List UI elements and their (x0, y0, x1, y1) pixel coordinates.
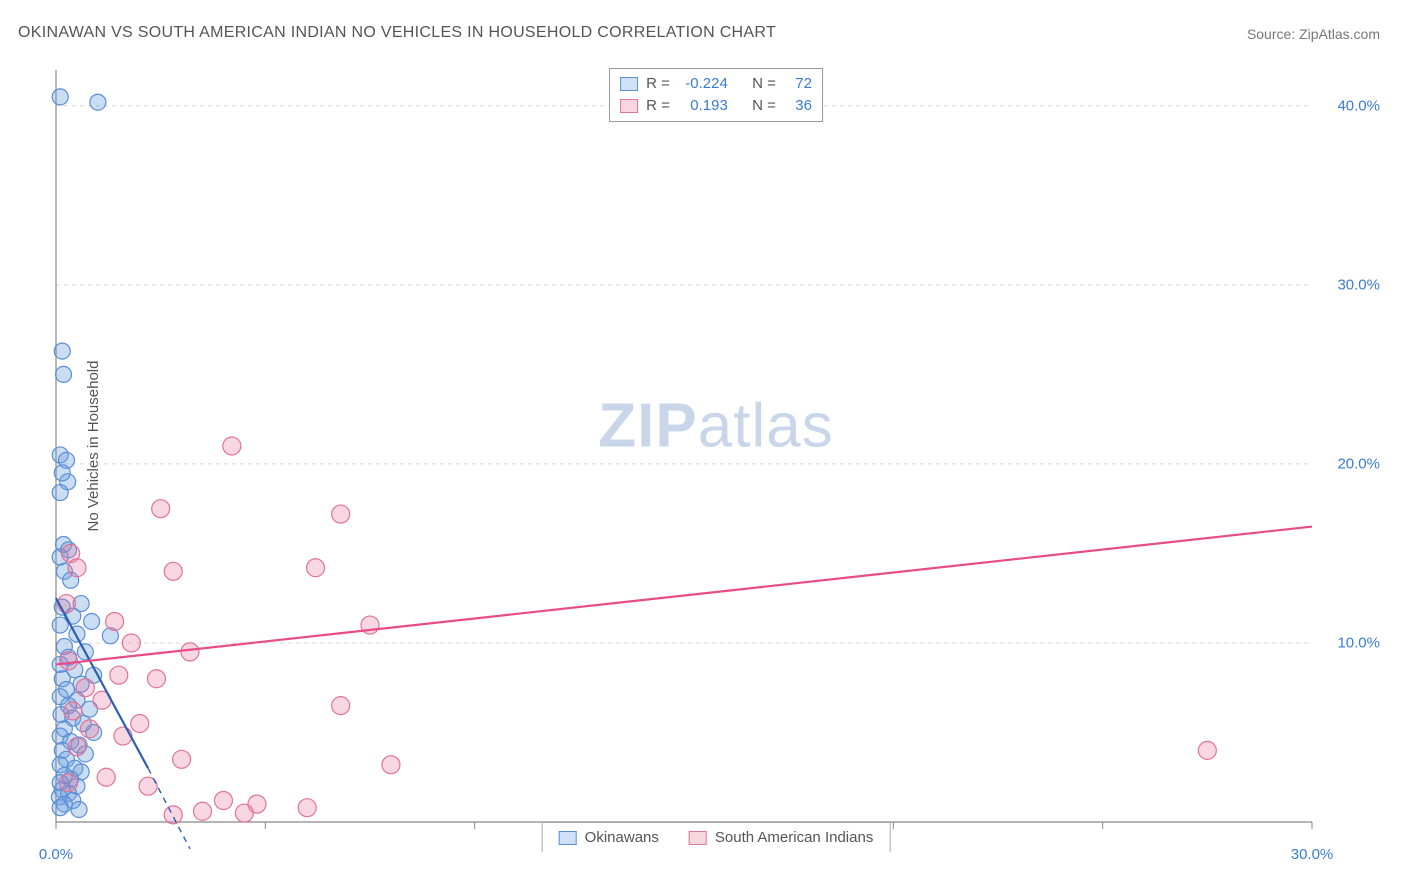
sai-point (164, 562, 182, 580)
sai-point (122, 634, 140, 652)
legend-swatch (689, 831, 707, 845)
chart-area: ZIPatlas R = -0.224 N = 72 R = 0.193 N = 36 1… (50, 64, 1382, 852)
okinawan-point (52, 800, 68, 816)
n-label: N = (752, 95, 776, 117)
sai-point (194, 802, 212, 820)
source-link[interactable]: ZipAtlas.com (1299, 26, 1380, 42)
okinawan-point (54, 343, 70, 359)
sai-point (131, 715, 149, 733)
sai-point (80, 720, 98, 738)
sai-point (382, 756, 400, 774)
okinawan-regression-extension (148, 768, 190, 849)
x-tick-label: 0.0% (39, 846, 73, 863)
r-value: 0.193 (678, 95, 728, 117)
sai-point (332, 505, 350, 523)
sai-point (68, 738, 86, 756)
sai-point (181, 643, 199, 661)
chart-title: OKINAWAN VS SOUTH AMERICAN INDIAN NO VEH… (18, 24, 776, 42)
legend-item: Okinawans (559, 829, 659, 846)
correlation-stats-box: R = -0.224 N = 72 R = 0.193 N = 36 (609, 68, 823, 122)
sai-point (298, 799, 316, 817)
okinawan-point (90, 94, 106, 110)
n-label: N = (752, 73, 776, 95)
okinawan-point (84, 613, 100, 629)
y-tick-label: 20.0% (1337, 455, 1380, 472)
sai-point (147, 670, 165, 688)
sai-point (64, 702, 82, 720)
legend: Okinawans South American Indians (542, 822, 891, 852)
legend-label: Okinawans (585, 829, 659, 846)
okinawan-point (52, 617, 68, 633)
y-tick-label: 40.0% (1337, 97, 1380, 114)
sai-point (223, 437, 241, 455)
y-tick-label: 10.0% (1337, 634, 1380, 651)
legend-item: South American Indians (689, 829, 873, 846)
sai-point (57, 595, 75, 613)
stat-row: R = 0.193 N = 36 (620, 95, 812, 117)
source-attribution: Source: ZipAtlas.com (1247, 26, 1380, 42)
sai-point (1198, 741, 1216, 759)
r-label: R = (646, 95, 670, 117)
n-value: 72 (784, 73, 812, 95)
sai-point (235, 804, 253, 822)
okinawan-point (56, 366, 72, 382)
sai-point (173, 750, 191, 768)
sai-point (68, 559, 86, 577)
sai-point (60, 774, 78, 792)
stat-row: R = -0.224 N = 72 (620, 73, 812, 95)
sai-point (332, 697, 350, 715)
sai-point (110, 666, 128, 684)
r-label: R = (646, 73, 670, 95)
okinawan-point (52, 485, 68, 501)
okinawan-point (71, 801, 87, 817)
legend-swatch (559, 831, 577, 845)
source-label: Source: (1247, 26, 1299, 42)
x-tick-label: 30.0% (1291, 846, 1334, 863)
watermark: ZIPatlas (598, 391, 833, 462)
sai-point (106, 612, 124, 630)
okinawan-point (52, 89, 68, 105)
sai-point (114, 727, 132, 745)
sai-point (164, 806, 182, 824)
sai-regression-line (56, 527, 1312, 665)
sai-point (307, 559, 325, 577)
n-value: 36 (784, 95, 812, 117)
legend-label: South American Indians (715, 829, 873, 846)
series-swatch (620, 99, 638, 113)
r-value: -0.224 (678, 73, 728, 95)
sai-point (152, 500, 170, 518)
sai-point (76, 679, 94, 697)
sai-point (60, 652, 78, 670)
sai-point (214, 792, 232, 810)
series-swatch (620, 77, 638, 91)
y-tick-label: 30.0% (1337, 276, 1380, 293)
sai-point (97, 768, 115, 786)
